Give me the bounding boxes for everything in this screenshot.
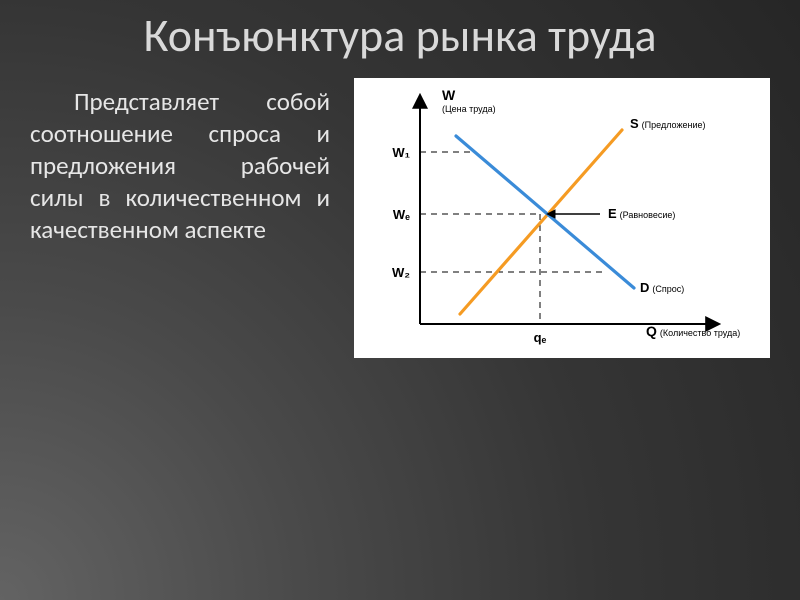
content-row: Представляет собой соотношение спроса и …: [30, 78, 770, 358]
supply-line: [460, 130, 622, 314]
demand-label: D(Спрос): [640, 280, 684, 295]
y-tick-We: Wₑ: [393, 207, 410, 222]
y-axis-label: W(Цена труда): [442, 87, 496, 114]
y-tick-W1: W₁: [392, 145, 410, 160]
paragraph-text: Представляет собой соотношение спроса и …: [30, 86, 330, 245]
supply-demand-chart: S(Предложение) D(Спрос) E(Равновесие) W(Цен…: [354, 78, 770, 358]
y-tick-W2: W₂: [392, 265, 410, 280]
x-axis-label: Q(Количество труда): [646, 323, 740, 339]
supply-label: S(Предложение): [630, 116, 706, 131]
slide-title: Конъюнктура рынка труда: [30, 12, 770, 60]
slide: Конъюнктура рынка труда Представляет соб…: [0, 0, 800, 600]
x-tick-qe: qₑ: [534, 330, 547, 345]
equilibrium-label: E(Равновесие): [608, 206, 675, 221]
body-paragraph: Представляет собой соотношение спроса и …: [30, 78, 330, 246]
chart-canvas: S(Предложение) D(Спрос) E(Равновесие) W(Цен…: [354, 78, 770, 358]
